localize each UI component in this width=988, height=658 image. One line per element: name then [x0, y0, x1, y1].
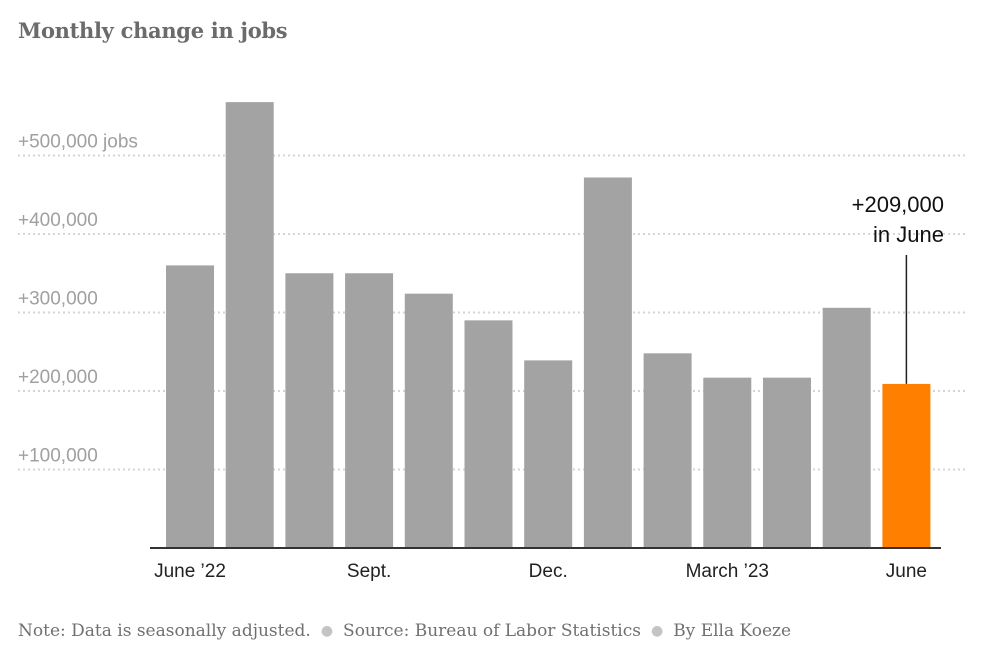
bar: [822, 307, 871, 548]
bar-chart: +100,000 +200,000 +300,000 +400,000 +500,000…: [18, 102, 966, 582]
bar: [703, 377, 752, 548]
annotation-label: in June: [873, 222, 944, 247]
source-text: Source: Bureau of Labor Statistics: [343, 621, 641, 641]
y-tick-labels: +100,000 +200,000 +300,000 +400,000 +500,000…: [18, 132, 138, 467]
y-tick-label: +300,000: [18, 289, 98, 310]
y-tick-label: +400,000: [18, 210, 98, 231]
x-tick-label: March ’23: [686, 561, 769, 582]
y-tick-label: +200,000: [18, 367, 98, 388]
bars: [166, 102, 931, 549]
y-tick-label: +100,000: [18, 446, 98, 467]
bar: [345, 273, 394, 548]
bar: [166, 265, 214, 548]
bar: [464, 320, 513, 548]
x-tick-label: June: [886, 561, 927, 582]
bar: [285, 273, 334, 548]
bar: [583, 177, 632, 549]
chart-footer: Note: Data is seasonally adjusted. ● Sourc…: [18, 621, 791, 641]
bar: [524, 360, 573, 548]
bar: [404, 293, 453, 548]
note-text: Note: Data is seasonally adjusted.: [18, 621, 311, 641]
annotation-value: +209,000: [852, 192, 944, 217]
chart-title: Monthly change in jobs: [18, 18, 288, 43]
bar: [225, 102, 274, 549]
x-tick-labels: June ’22 Sept. Dec. March ’23 June: [154, 561, 927, 582]
x-tick-label: Dec.: [529, 561, 568, 582]
x-tick-label: June ’22: [154, 561, 226, 582]
highlight-annotation: +209,000 in June: [852, 192, 944, 384]
separator-dot: ●: [320, 623, 334, 639]
y-tick-label: +500,000 jobs: [18, 132, 138, 153]
bar: [763, 377, 811, 548]
byline-text: By Ella Koeze: [673, 621, 792, 641]
bar: [643, 353, 692, 548]
separator-dot: ●: [650, 623, 664, 639]
bar-highlight: [882, 383, 931, 548]
x-tick-label: Sept.: [347, 561, 391, 582]
